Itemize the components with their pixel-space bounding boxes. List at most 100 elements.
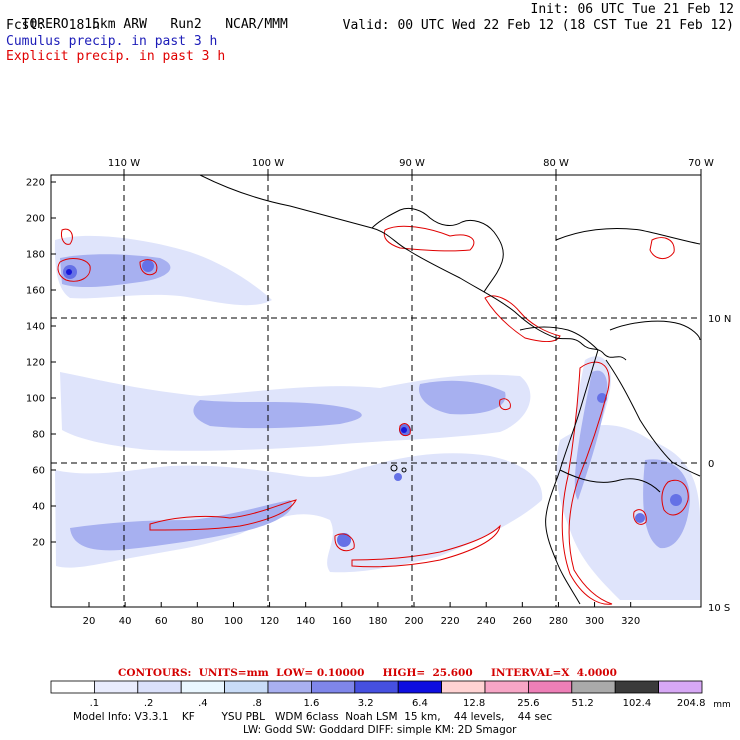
colorbar-label: 25.6 [517, 698, 539, 709]
explicit-contour-6 [649, 237, 675, 259]
lon-label-110w: 110 W [108, 158, 140, 169]
grid-label-y: 40 [32, 502, 45, 513]
colorbar-label: 3.2 [358, 698, 374, 709]
grid-label-x: 260 [513, 616, 532, 627]
colorbar-swatch [354, 680, 399, 694]
coast-caribbean [555, 228, 701, 245]
bottom-grid-ticks [88, 602, 632, 607]
grid-label-x: 60 [155, 616, 168, 627]
colorbar-label: 51.2 [572, 698, 594, 709]
cumulus-strong-5 [337, 533, 351, 547]
explicit-contour-5 [484, 295, 561, 342]
lat-label-10s: 10 S [708, 603, 730, 614]
cumulus-deep-2 [66, 269, 72, 275]
cumulus-strong-8 [597, 393, 607, 403]
grid-label-y: 220 [26, 178, 45, 189]
model-info-line2: LW: Godd SW: Goddard DIFF: simple KM: 2D… [243, 724, 517, 736]
grid-label-y: 140 [26, 322, 45, 333]
coast-panama [519, 326, 599, 351]
colorbar-swatch [397, 680, 443, 694]
lat-label-0: 0 [708, 459, 714, 470]
left-grid-ticks [51, 181, 56, 543]
explicit-label: Explicit precip. in past 3 h [6, 49, 226, 64]
lon-label-100w: 100 W [252, 158, 284, 169]
grid-label-y: 60 [32, 466, 45, 477]
grid-label-x: 140 [296, 616, 315, 627]
colorbar-label: 102.4 [623, 698, 652, 709]
coast-yucatan [371, 207, 504, 293]
map-frame [50, 174, 702, 608]
grid-label-y: 200 [26, 214, 45, 225]
grid-label-x: 240 [477, 616, 496, 627]
cumulus-mid-south [70, 500, 292, 551]
cumulus-strong-6 [635, 513, 645, 523]
colorbar-swatch [267, 680, 312, 694]
cumulus-strong-7 [670, 494, 682, 506]
cumulus-strong-4 [394, 473, 402, 481]
grid-label-x: 40 [119, 616, 132, 627]
colorbar-swatch [224, 680, 269, 694]
lon-label-90w: 90 W [399, 158, 425, 169]
precip-fields [54, 225, 700, 605]
colorbar-labels: .1 .2 .4 .8 1.6 3.2 6.4 12.8 25.6 51.2 102.4 204.8 [90, 698, 706, 709]
lon-label-80w: 80 W [543, 158, 569, 169]
colorbar-label: .8 [252, 698, 262, 709]
explicit-contour-3 [61, 228, 73, 245]
explicit-contour-2 [139, 259, 158, 276]
galapagos-1 [390, 464, 398, 472]
colorbar-swatch [528, 680, 573, 694]
grid-label-x: 80 [191, 616, 204, 627]
top-lon-ticks [123, 169, 702, 175]
fcst-value: 18 h [68, 18, 100, 33]
grid-label-x: 160 [332, 616, 351, 627]
colorbar-swatch [658, 680, 703, 694]
colorbar-label: 204.8 [677, 698, 706, 709]
bottom-grid-labels: 20 40 60 80 100 120 140 160 180 200 220 240 260 280 30… [83, 616, 641, 627]
colorbar-label: .2 [144, 698, 154, 709]
model-name: TORERO [21, 17, 69, 32]
colorbar-swatch [614, 680, 660, 694]
colorbar-swatch [94, 680, 139, 694]
explicit-contour-10 [334, 533, 355, 552]
cumulus-deep-1 [401, 427, 407, 433]
grid-label-x: 180 [368, 616, 387, 627]
colorbar-label: 1.6 [303, 698, 319, 709]
colorbar-swatch [310, 680, 356, 694]
model-run: Run2 [170, 17, 202, 32]
colorbar-label: .4 [198, 698, 208, 709]
colorbar-label: .1 [90, 698, 100, 709]
grid-label-y: 100 [26, 394, 45, 405]
grid-label-x: 120 [260, 616, 279, 627]
border-peru [559, 469, 661, 493]
coast-colombia-ecuador [545, 349, 599, 605]
coast-mexico [199, 175, 627, 361]
grid-label-x: 220 [441, 616, 460, 627]
model-org: NCAR/MMM [225, 17, 288, 32]
grid-label-x: 20 [83, 616, 96, 627]
colorbar-unit: mm [713, 700, 731, 710]
cumulus-mid-itcz [193, 400, 362, 429]
coast-venezuela [609, 320, 701, 341]
colorbar-swatch [484, 680, 529, 694]
grid-label-x: 320 [621, 616, 640, 627]
colorbar-swatch [50, 680, 95, 694]
explicit-contour-4 [383, 225, 475, 252]
explicit-contour-9 [149, 499, 297, 531]
galapagos-2 [401, 467, 407, 473]
right-lat-labels: 10 N 0 10 S [708, 314, 731, 614]
grid-label-y: 80 [32, 430, 45, 441]
grid-label-y: 120 [26, 358, 45, 369]
grid-label-y: 180 [26, 250, 45, 261]
cumulus-mid-itcz-east [419, 380, 506, 415]
coastlines [199, 175, 701, 605]
cumulus-label: Cumulus precip. in past 3 h [6, 34, 218, 49]
grid-label-y: 20 [32, 538, 45, 549]
latlon-grid [51, 175, 701, 607]
valid-time: Valid: 00 UTC Wed 22 Feb 12 (18 CST Tue … [342, 18, 734, 33]
colorbar-swatch [137, 680, 182, 694]
grid-label-y: 160 [26, 286, 45, 297]
init-time: Init: 06 UTC Tue 21 Feb 12 [530, 2, 735, 17]
fcst-label: Fcst: [6, 18, 46, 33]
explicit-contour-1 [57, 258, 91, 282]
